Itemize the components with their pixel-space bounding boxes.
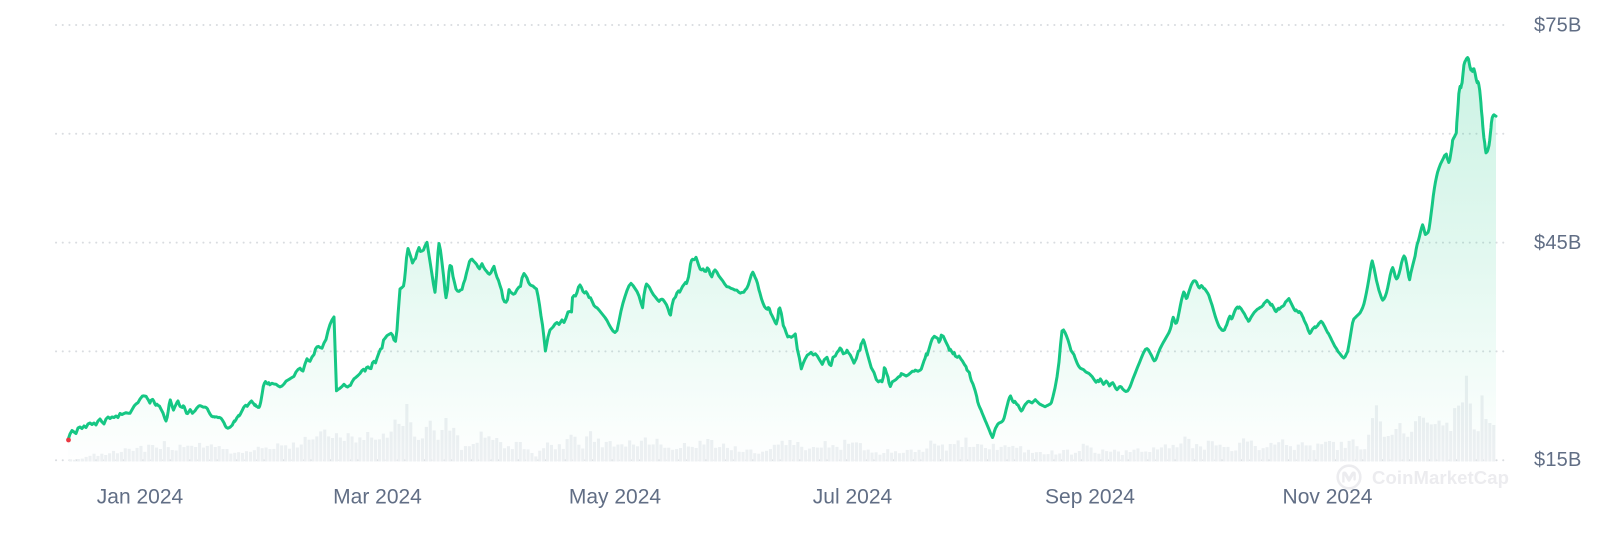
svg-text:Sep 2024: Sep 2024 — [1045, 486, 1135, 509]
svg-text:Nov 2024: Nov 2024 — [1283, 486, 1373, 509]
svg-text:$15B: $15B — [1534, 449, 1582, 471]
svg-text:Jan 2024: Jan 2024 — [97, 486, 184, 509]
svg-text:Mar 2024: Mar 2024 — [333, 486, 422, 509]
svg-text:$45B: $45B — [1534, 232, 1582, 254]
svg-text:$75B: $75B — [1534, 15, 1582, 37]
svg-text:CoinMarketCap: CoinMarketCap — [1372, 467, 1509, 488]
svg-text:Jul 2024: Jul 2024 — [813, 486, 893, 509]
svg-text:May 2024: May 2024 — [569, 486, 662, 509]
